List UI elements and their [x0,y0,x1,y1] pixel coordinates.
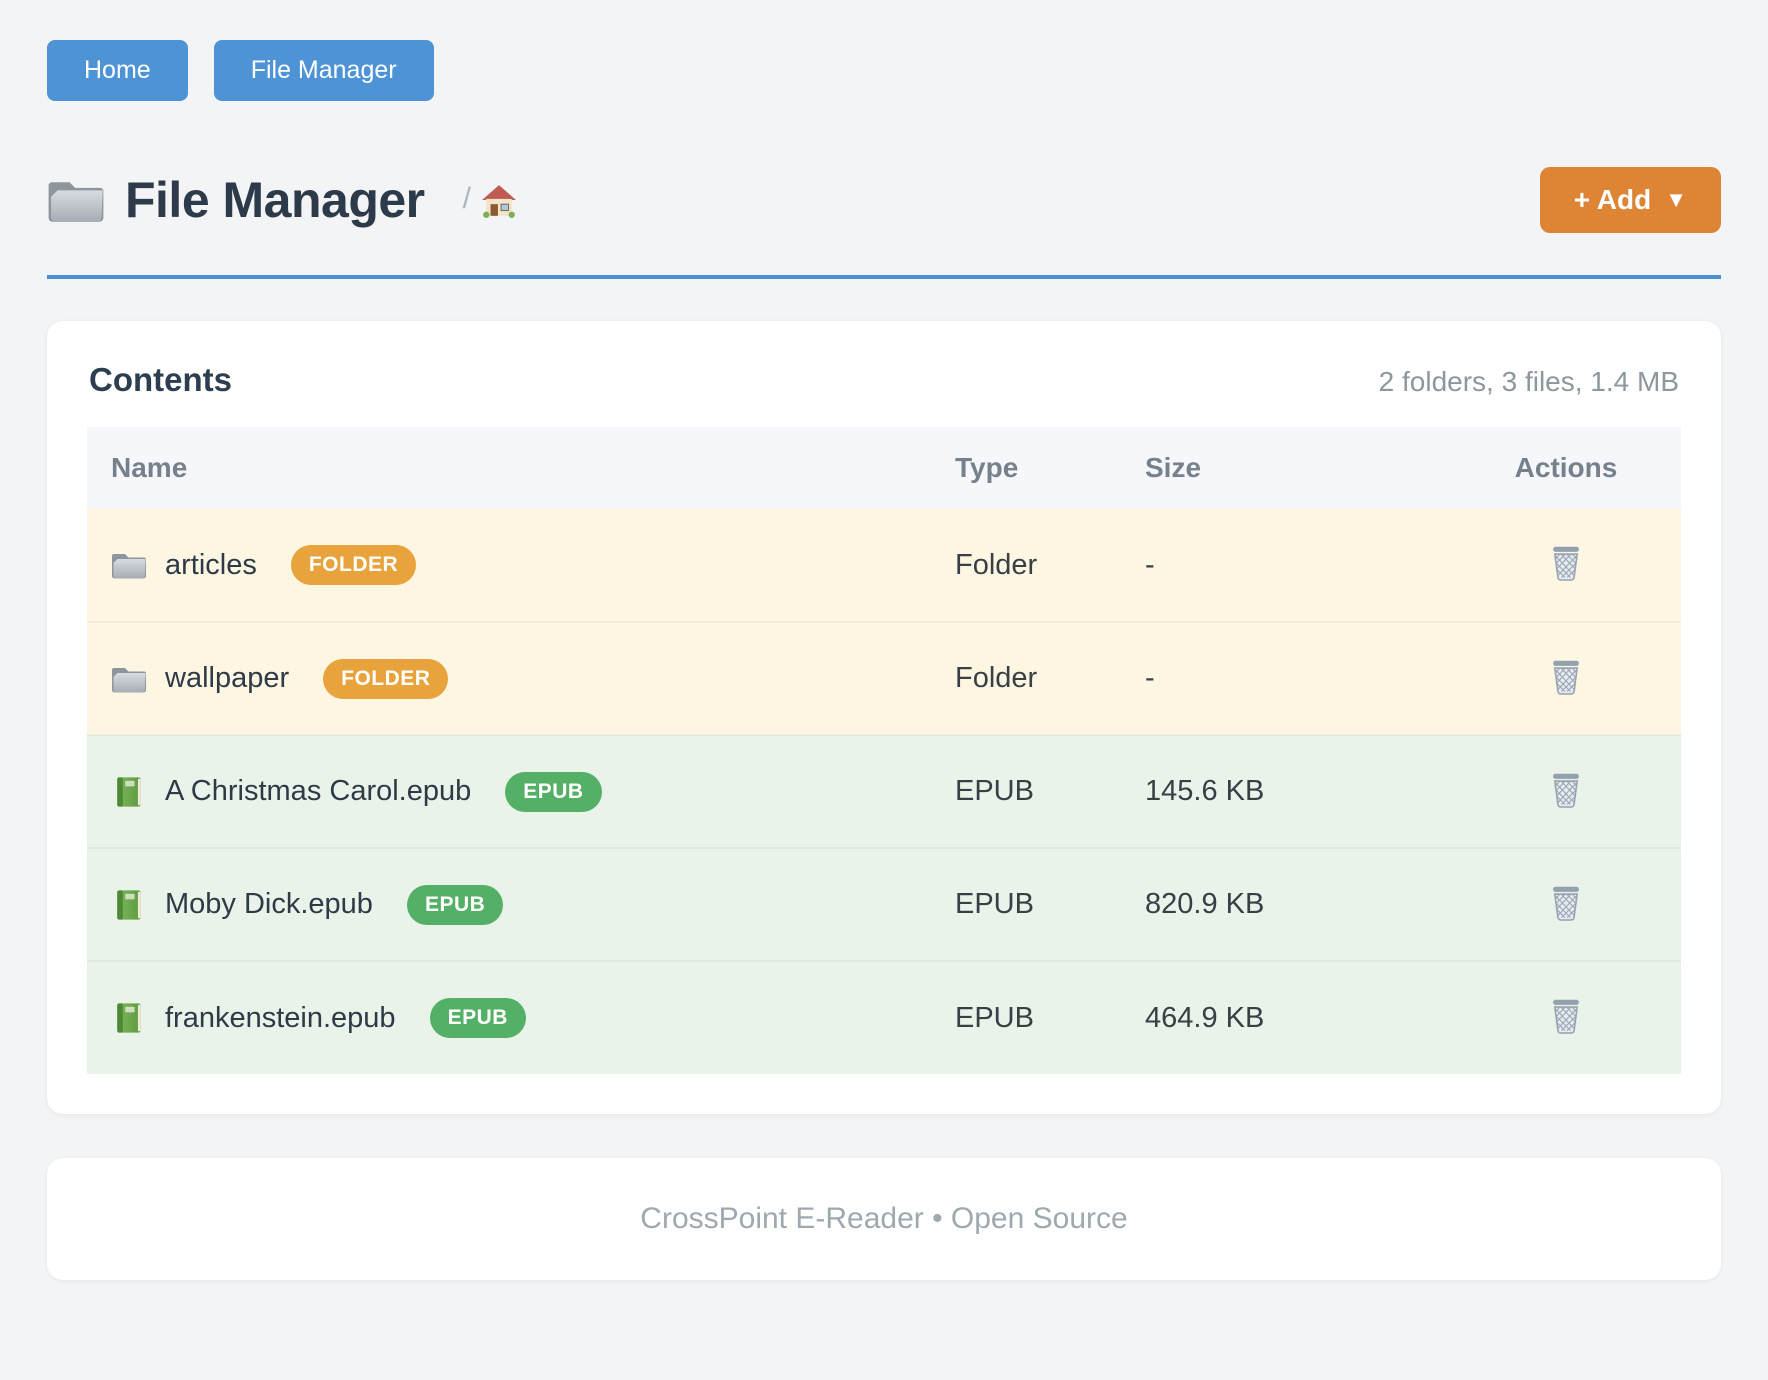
epub-badge: EPUB [406,884,504,925]
contents-heading: Contents [89,361,232,398]
page: Home File Manager File Manager / + Add ▼… [47,40,1721,1280]
delete-button[interactable] [1545,993,1587,1042]
item-type: EPUB [931,960,1121,1074]
folder-badge: FOLDER [290,545,417,585]
breadcrumb: / [463,182,517,218]
footer-text: CrossPoint E-Reader • Open Source [640,1202,1128,1235]
item-size: 145.6 KB [1121,734,1451,848]
title-group: File Manager / [47,171,517,229]
delete-button[interactable] [1545,767,1587,816]
trash-icon [1549,997,1583,1035]
table-row: wallpaper FOLDER Folder - [87,621,1681,735]
contents-card-header: Contents 2 folders, 3 files, 1.4 MB [87,361,1681,399]
item-size: 820.9 KB [1121,847,1451,961]
table-row: A Christmas Carol.epub EPUB EPUB 145.6 K… [87,734,1681,848]
item-name-link[interactable]: Moby Dick.epub [165,888,373,920]
column-header-actions: Actions [1514,452,1618,483]
table-row: frankenstein.epub EPUB EPUB 464.9 KB [87,960,1681,1074]
item-type: EPUB [931,734,1121,848]
column-header-type: Type [955,452,1019,483]
delete-button[interactable] [1545,654,1587,703]
contents-stats: 2 folders, 3 files, 1.4 MB [1378,366,1679,397]
footer: CrossPoint E-Reader • Open Source [47,1158,1721,1280]
file-table: Name Type Size Actions articles FOLDER [87,427,1681,1074]
nav-file-manager-button[interactable]: File Manager [213,40,434,101]
breadcrumb-separator: / [462,182,471,215]
item-size: 464.9 KB [1121,960,1451,1074]
table-row: Moby Dick.epub EPUB EPUB 820.9 KB [87,847,1681,961]
page-title: File Manager [125,172,425,228]
epub-badge: EPUB [505,771,602,812]
column-header-size: Size [1145,452,1202,483]
delete-button[interactable] [1545,880,1587,929]
book-icon [111,776,147,808]
column-header-name: Name [111,452,188,483]
trash-icon [1549,884,1583,922]
page-header: File Manager / + Add ▼ [47,167,1721,233]
folder-icon [111,663,147,695]
item-size: - [1121,621,1451,735]
contents-card: Contents 2 folders, 3 files, 1.4 MB Name… [47,321,1721,1114]
book-icon [111,1002,147,1034]
trash-icon [1549,544,1583,582]
folder-icon [47,175,105,225]
item-type: Folder [955,548,1038,581]
trash-icon [1549,771,1583,809]
trash-icon [1549,658,1583,696]
item-name-link[interactable]: wallpaper [165,662,290,694]
add-button[interactable]: + Add ▼ [1539,167,1721,233]
item-name-link[interactable]: A Christmas Carol.epub [165,775,472,807]
title-divider [47,275,1721,279]
table-header-row: Name Type Size Actions [87,427,1681,509]
delete-button[interactable] [1545,540,1587,589]
item-name-link[interactable]: frankenstein.epub [165,1001,396,1034]
book-icon [111,889,147,921]
chevron-down-icon: ▼ [1665,187,1687,212]
item-size: - [1145,548,1155,581]
folder-icon [111,549,147,581]
epub-badge: EPUB [429,998,526,1038]
item-name-link[interactable]: articles [165,548,257,581]
table-row: articles FOLDER Folder - [87,509,1681,622]
add-button-label: + Add [1573,184,1652,215]
folder-badge: FOLDER [323,658,449,699]
nav-home-button[interactable]: Home [47,40,188,101]
item-type: Folder [931,621,1121,735]
top-nav: Home File Manager [47,40,1721,101]
item-type: EPUB [931,847,1121,961]
house-icon[interactable] [481,184,517,218]
